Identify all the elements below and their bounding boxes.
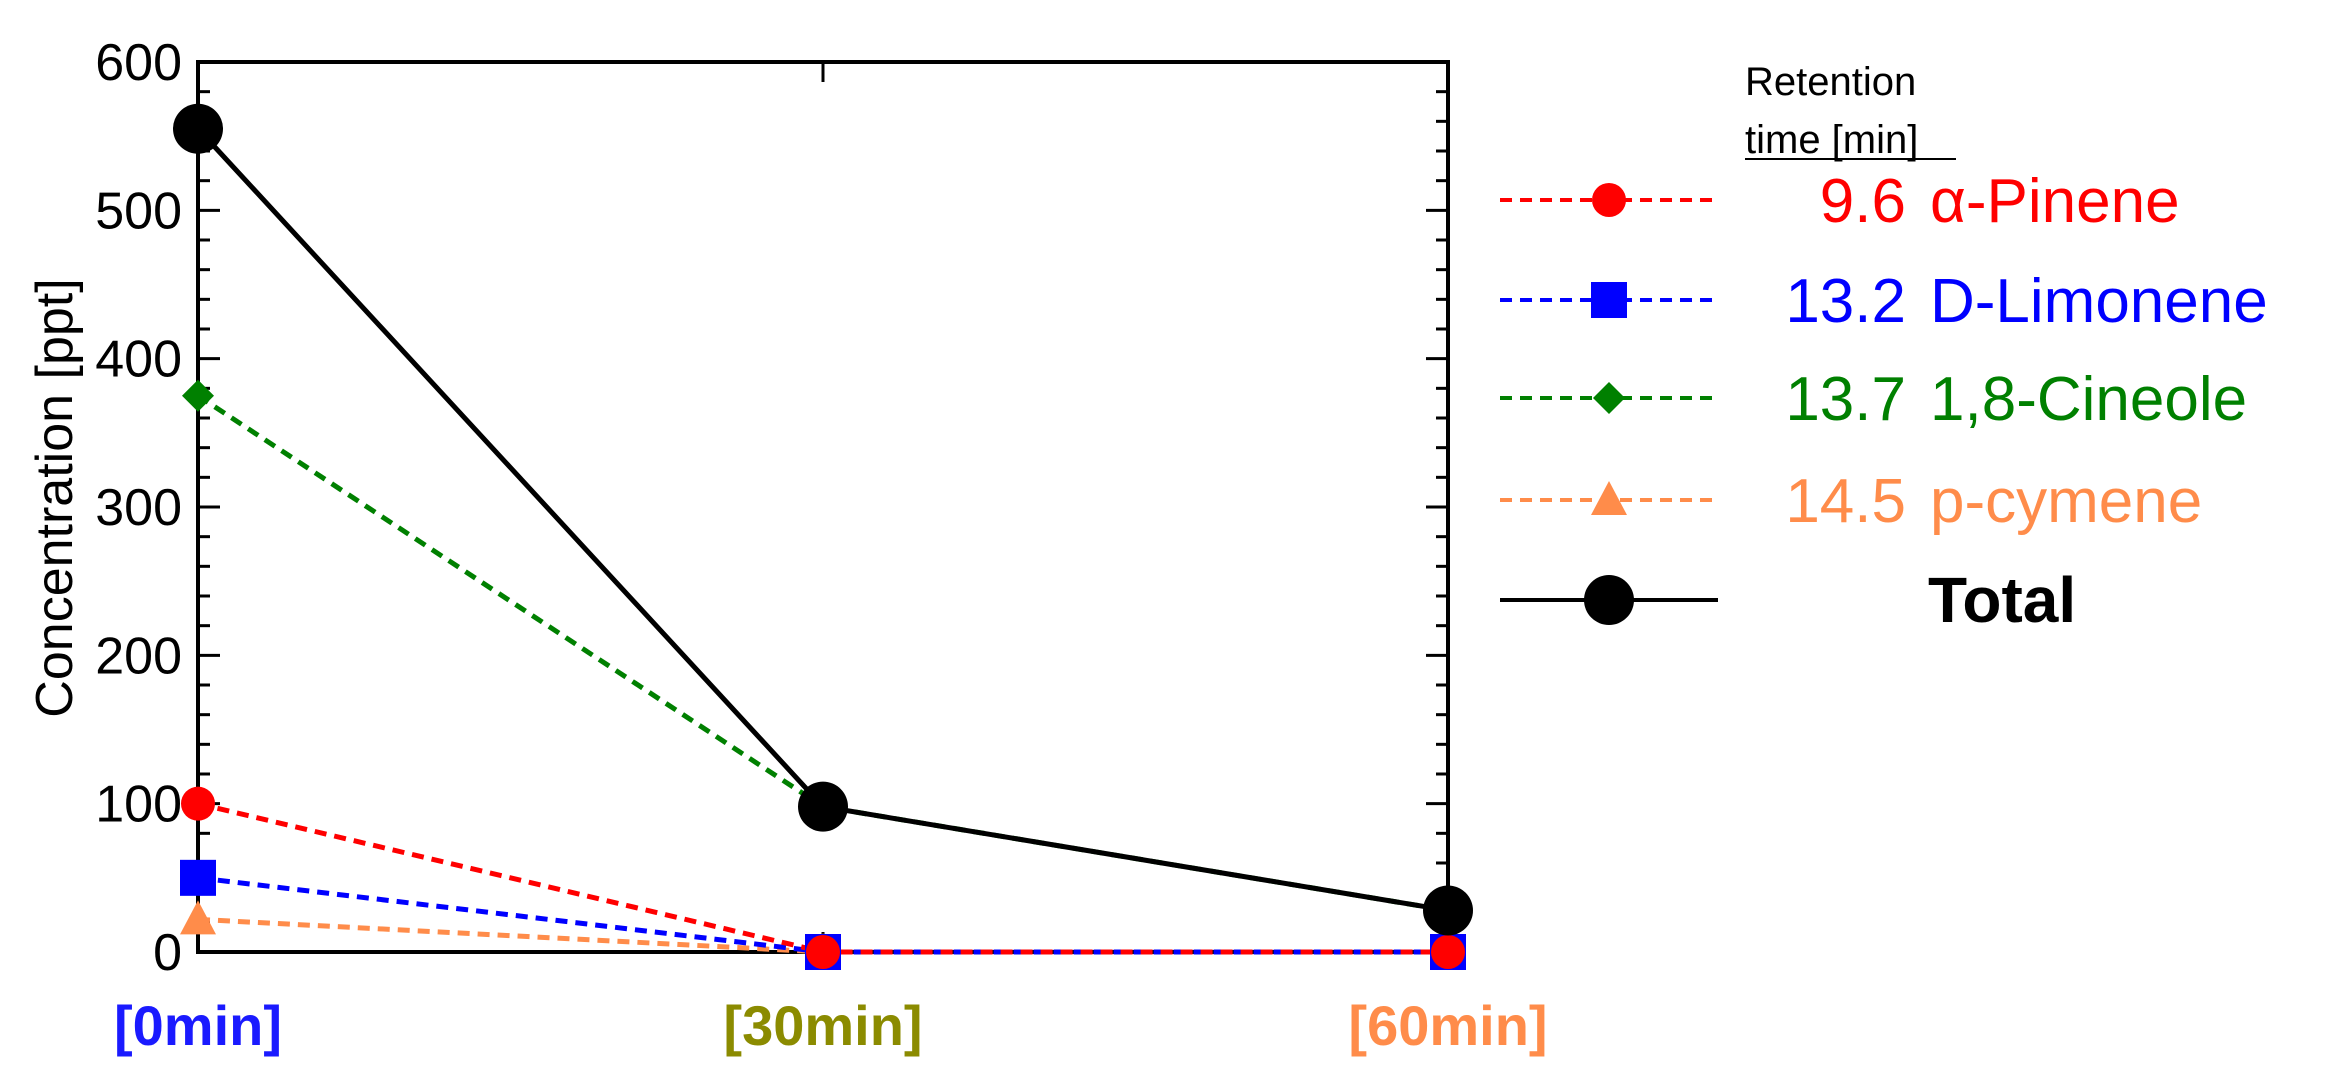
legend-marker [1593, 382, 1625, 414]
legend-label: Total [1928, 564, 2076, 636]
legend-retention: 9.6 [1820, 167, 1906, 236]
legend-retention: 13.2 [1785, 267, 1906, 336]
series-2 [196, 393, 1449, 913]
data-point [182, 379, 214, 412]
y-tick-label: 500 [95, 182, 182, 240]
series-markers-0 [181, 786, 1465, 969]
legend-label: p-cymene [1930, 467, 2202, 536]
series-layer [173, 103, 1473, 970]
data-point [180, 859, 216, 896]
legend-marker [1592, 183, 1626, 217]
data-point [180, 900, 216, 935]
legend-retention: 13.7 [1785, 365, 1906, 434]
x-tick-label: [0min] [114, 994, 282, 1057]
legend-label: α-Pinene [1930, 167, 2180, 236]
legend-item: 14.5 p-cymene [1500, 467, 2202, 536]
x-tick-labels: [0min] [30min] [60min] [114, 994, 1548, 1057]
y-tick-label: 0 [153, 924, 182, 982]
series-line [196, 393, 1449, 913]
y-tick-labels: 0 100 200 300 400 500 600 [95, 34, 182, 982]
legend-marker [1591, 481, 1627, 515]
legend-title-line2: time [min] [1745, 118, 1918, 162]
y-tick-label: 600 [95, 34, 182, 92]
y-tick-label: 100 [95, 776, 182, 834]
data-point [173, 103, 223, 154]
data-point [181, 786, 215, 821]
legend-marker [1591, 282, 1627, 318]
data-point [798, 781, 848, 832]
legend-item: 9.6 α-Pinene [1500, 167, 2180, 236]
y-axis-title: Concentration [ppt] [26, 278, 84, 717]
series-markers-4 [173, 103, 1473, 936]
x-tick-label: [60min] [1348, 994, 1547, 1057]
legend: Retention time [min] 9.6 α-Pinene 13.2 D-Li… [1500, 60, 2268, 636]
legend-item: 13.7 1,8-Cineole [1500, 365, 2247, 434]
x-tick-label: [30min] [723, 994, 922, 1057]
legend-retention: 14.5 [1785, 467, 1906, 536]
legend-item: 13.2 D-Limonene [1500, 267, 2268, 336]
y-tick-label: 200 [95, 627, 182, 685]
data-point [1423, 885, 1473, 936]
legend-title-line1: Retention [1745, 60, 1916, 104]
legend-marker [1584, 575, 1634, 625]
legend-label: D-Limonene [1930, 267, 2268, 336]
y-tick-label: 300 [95, 479, 182, 537]
data-point [1431, 935, 1465, 969]
y-tick-label: 400 [95, 331, 182, 389]
legend-label: 1,8-Cineole [1930, 365, 2247, 434]
legend-item: Total [1500, 564, 2076, 636]
data-point [806, 935, 840, 969]
